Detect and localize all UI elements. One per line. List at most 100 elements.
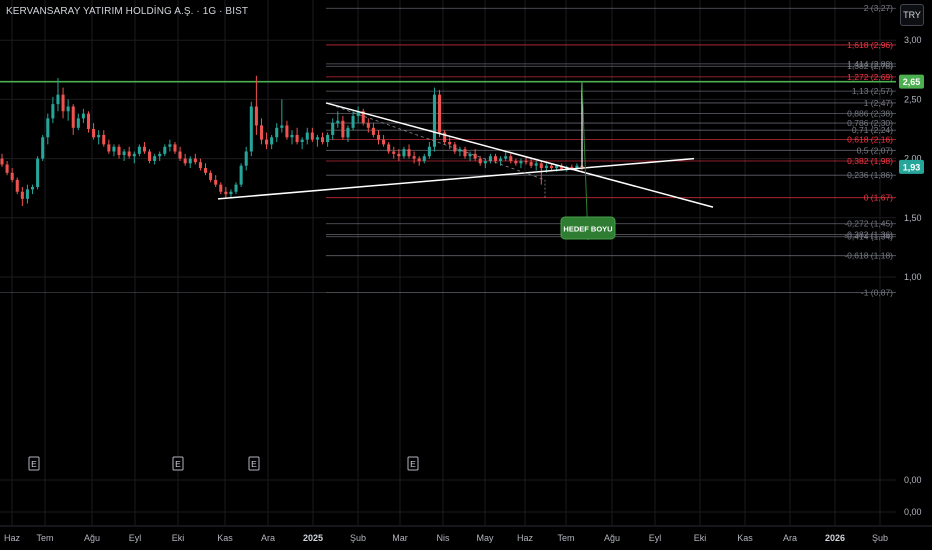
candle-body <box>66 106 70 112</box>
candle-body <box>356 111 360 116</box>
candle-body <box>214 179 218 185</box>
candle-body <box>382 139 386 145</box>
candle-body <box>168 144 172 147</box>
candle-body <box>427 146 431 157</box>
candle-body <box>371 127 375 135</box>
candle-body <box>5 164 9 173</box>
candle-body <box>392 151 396 154</box>
fib-level-label: 0 (1,67) <box>864 193 893 203</box>
candle-body <box>209 172 213 180</box>
event-marker-label: E <box>410 459 416 469</box>
candle-body <box>478 158 482 164</box>
candle-body <box>46 118 50 138</box>
candle-body <box>234 184 238 192</box>
candle-body <box>112 146 116 152</box>
candle-body <box>453 144 457 152</box>
y-axis-label: 1,00 <box>904 272 922 282</box>
candle-body <box>473 153 477 159</box>
event-marker-label: E <box>175 459 181 469</box>
last-price-label: 1,93 <box>903 162 921 172</box>
candle-body <box>397 153 401 157</box>
x-axis-label: Haz <box>4 533 21 543</box>
fib-level-label: 1,414 (2,80) <box>847 59 893 69</box>
chart-title: KERVANSARAY YATIRIM HOLDİNG A.Ş. · 1G · … <box>6 6 249 17</box>
candle-body <box>127 151 131 157</box>
x-axis-label: Şub <box>350 533 366 543</box>
fib-level-label: 0,382 (1,98) <box>847 156 893 166</box>
currency-button[interactable]: TRY <box>900 4 924 26</box>
candle-body <box>10 172 14 180</box>
candle-body <box>244 151 248 166</box>
candle-body <box>488 156 492 161</box>
candle-body <box>366 123 370 128</box>
candle-body <box>448 142 452 145</box>
candle-body <box>560 165 564 170</box>
fib-level-label: 0,71 (2,24) <box>852 125 893 135</box>
candle-body <box>117 146 121 156</box>
fib-level-label: -0,382 (1,36) <box>844 229 893 239</box>
x-axis-label: Nis <box>437 533 450 543</box>
candle-body <box>163 146 167 154</box>
candle-body <box>122 151 126 156</box>
candle-body <box>412 156 416 159</box>
x-axis-label: Eki <box>694 533 707 543</box>
callout-pointer <box>581 81 589 241</box>
candle-body <box>361 111 365 124</box>
x-axis-label: Ağu <box>604 533 620 543</box>
fib-level-label: -1 (0,87) <box>861 287 893 297</box>
fib-level-label: 1,618 (2,96) <box>847 40 893 50</box>
candle-body <box>504 156 508 159</box>
fib-level-label: 1,382 (2,78) <box>847 61 893 71</box>
fib-level-label: -0,272 (1,45) <box>844 219 893 229</box>
y-axis-label: 1,50 <box>904 213 922 223</box>
candle-body <box>153 156 157 161</box>
event-marker-label: E <box>251 459 257 469</box>
candle-body <box>321 137 325 143</box>
candle-body <box>203 168 208 173</box>
fib-level-label: 1 (2,47) <box>864 98 893 108</box>
candle-body <box>97 134 101 138</box>
candle-body <box>254 106 258 126</box>
x-axis-label: Eyl <box>129 533 142 543</box>
candle-body <box>514 160 518 164</box>
x-axis-label: Ağu <box>84 533 100 543</box>
candle-body <box>422 156 426 161</box>
fib-level-label: 0,5 (2,07) <box>857 145 894 155</box>
candle-body <box>524 160 528 163</box>
fib-level-label: 0,786 (2,30) <box>847 118 893 128</box>
x-axis-label: Şub <box>872 533 888 543</box>
event-marker-box <box>248 456 260 471</box>
resistance-price-label: 2,65 <box>903 77 921 87</box>
candle-body <box>265 139 269 145</box>
candle-body <box>148 151 152 161</box>
fib-level-label: 0,236 (1,86) <box>847 170 893 180</box>
fib-level-label: 1,13 (2,57) <box>852 86 893 96</box>
target-callout-label: HEDEF BOYU <box>563 225 612 234</box>
candle-body <box>41 137 45 159</box>
x-axis-label: 2025 <box>303 533 323 543</box>
candle-body <box>483 160 487 164</box>
candle-body <box>76 118 80 128</box>
candle-body <box>173 144 177 152</box>
fib-level-label: 0,886 (2,38) <box>847 109 893 119</box>
candle-body <box>0 158 4 165</box>
candle-body <box>61 94 65 112</box>
event-marker-box <box>28 456 40 471</box>
candle-body <box>132 153 136 157</box>
x-axis-label: Kas <box>217 533 233 543</box>
candle-body <box>463 149 467 157</box>
fib-level-label: 1,272 (2,69) <box>847 72 893 82</box>
fib-level-label: -0,618 (1,18) <box>844 251 893 261</box>
candle-body <box>438 94 442 133</box>
candle-body <box>432 94 436 147</box>
candle-body <box>56 94 60 105</box>
candle-body <box>534 163 538 166</box>
candle-body <box>158 153 162 157</box>
fib-level-label: 0,618 (2,16) <box>847 135 893 145</box>
candle-body <box>346 127 350 138</box>
event-marker-box <box>407 456 419 471</box>
candle-body <box>31 187 35 190</box>
candle-body <box>188 158 192 164</box>
candle-body <box>529 162 533 166</box>
